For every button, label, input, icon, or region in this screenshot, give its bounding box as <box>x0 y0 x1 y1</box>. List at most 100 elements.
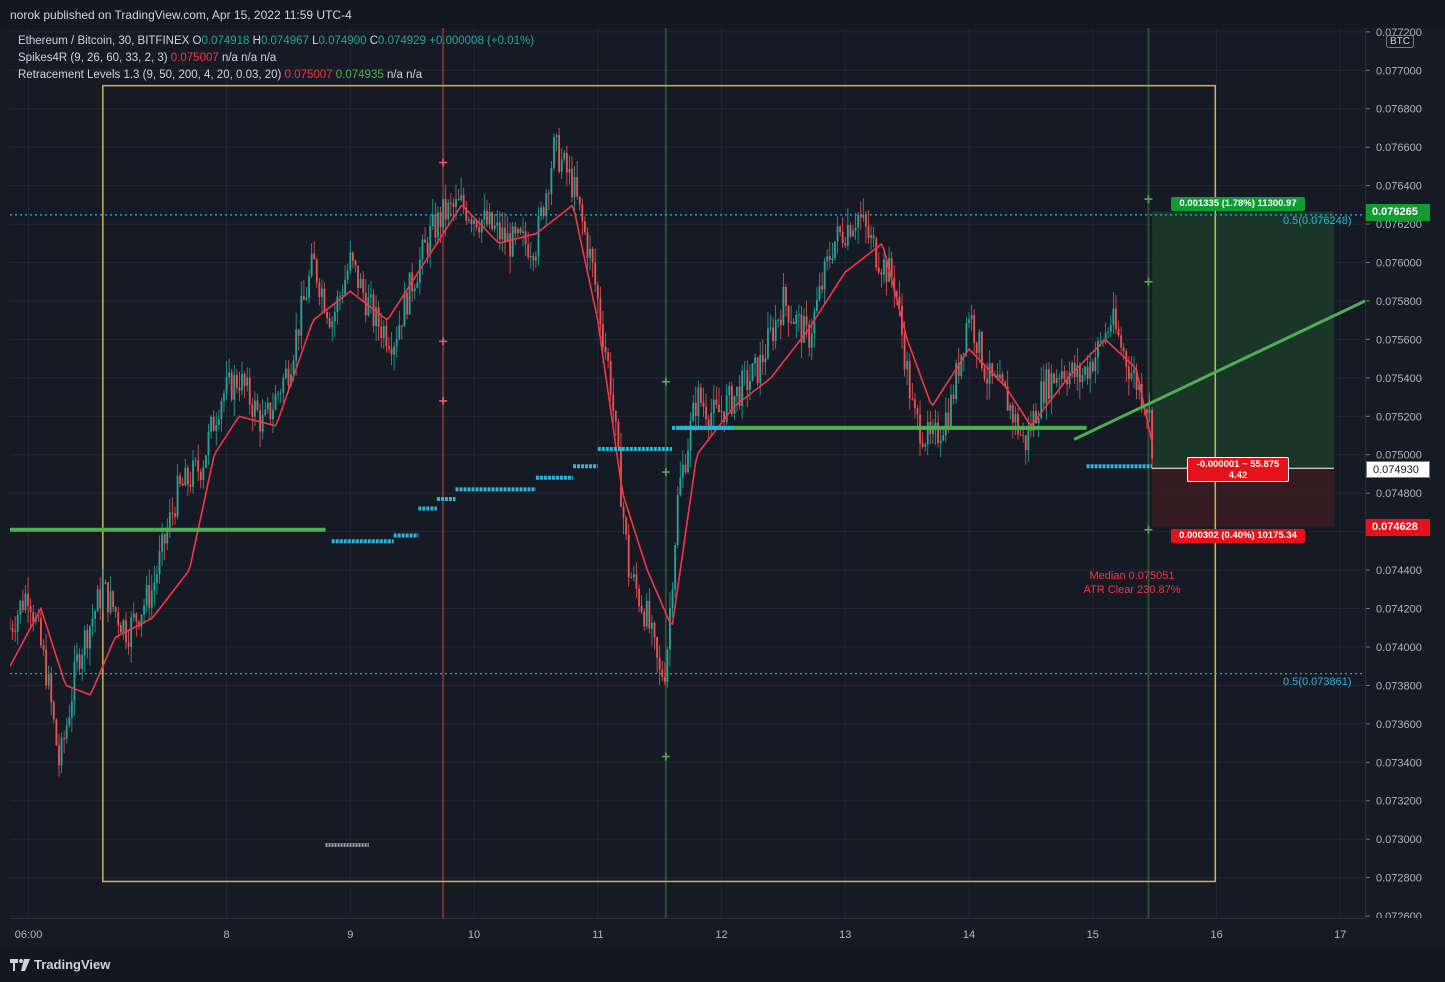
candle-body <box>475 219 478 228</box>
candle-body <box>627 534 630 578</box>
candle-body <box>220 401 223 419</box>
candle-body <box>305 297 308 300</box>
candle-body <box>202 467 205 480</box>
candle-body <box>684 464 687 473</box>
candle-body <box>875 238 878 268</box>
candle-body <box>571 169 573 198</box>
candle-body <box>292 360 295 375</box>
candle-body <box>736 386 738 397</box>
candle-body <box>400 325 403 327</box>
candle-body <box>274 394 277 410</box>
candle-body <box>792 321 795 325</box>
price-tick-label: 0.073200 <box>1376 796 1422 808</box>
candle-body <box>351 252 354 261</box>
price-tick-label: 0.075800 <box>1376 296 1422 308</box>
candle-body <box>163 534 166 544</box>
candle-body <box>787 306 790 323</box>
candle-body <box>1097 340 1099 358</box>
candle-body <box>978 331 981 354</box>
candle-body <box>470 219 473 224</box>
candle-body <box>975 342 978 354</box>
candle-body <box>150 590 153 608</box>
candle-body <box>233 374 236 400</box>
price-tick-label: 0.073600 <box>1376 719 1422 731</box>
candle-body <box>1133 369 1135 374</box>
candle-body <box>300 296 303 336</box>
candle-body <box>810 333 813 348</box>
candle-body <box>413 288 416 292</box>
candle-body <box>834 241 836 258</box>
candle-body <box>359 278 362 289</box>
candle-body <box>323 288 326 312</box>
candle-body <box>382 326 385 339</box>
retracement-name: Retracement Levels 1.3 (9, 50, 200, 4, 2… <box>18 69 282 81</box>
candle-body <box>1053 373 1055 383</box>
candle-body <box>733 396 736 415</box>
candle-body <box>465 207 468 221</box>
candle-body <box>632 574 635 578</box>
candle-body <box>537 216 540 257</box>
candle-body <box>256 400 259 411</box>
candle-body <box>336 296 339 312</box>
tradingview-logo[interactable]: TradingView <box>10 957 110 972</box>
price-chart[interactable] <box>10 28 1365 918</box>
candle-body <box>723 411 726 422</box>
candle-body <box>849 225 852 237</box>
candle-body <box>339 295 341 297</box>
entry-label-line2: 4.42 <box>1228 470 1248 481</box>
candle-body <box>532 255 535 261</box>
candle-body <box>11 628 14 632</box>
candle-body <box>864 214 867 227</box>
time-tick-label: 10 <box>468 929 480 941</box>
candle-body <box>318 282 321 298</box>
candle-body <box>478 227 481 233</box>
price-tick-label: 0.073000 <box>1376 834 1422 846</box>
candle-body <box>955 362 958 399</box>
candle-body <box>498 222 501 240</box>
high-value: 0.074967 <box>260 35 309 47</box>
candle-body <box>769 327 772 329</box>
candle-body <box>1086 366 1089 379</box>
candle-body <box>816 299 818 311</box>
candle-body <box>297 329 300 336</box>
header-bar: norok published on TradingView.com, Apr … <box>0 0 1445 28</box>
time-axis[interactable]: 06:00 8 9 10 11 12 13 14 15 16 17 <box>10 918 1365 949</box>
candle-body <box>117 611 120 626</box>
candle-body <box>906 361 909 370</box>
candle-body <box>186 467 189 485</box>
candle-body <box>254 400 256 417</box>
ma-line <box>10 204 1153 696</box>
spike-marker <box>661 468 670 477</box>
time-tick-label: 13 <box>839 929 851 941</box>
candle-body <box>1037 418 1040 424</box>
candle-body <box>403 293 406 327</box>
candle-body <box>207 431 210 456</box>
candle-body <box>321 288 323 298</box>
candle-body <box>284 368 287 378</box>
candle-body <box>573 177 576 198</box>
candle-body <box>622 506 625 518</box>
candle-body <box>192 460 194 487</box>
candle-body <box>310 253 313 276</box>
candle-body <box>999 374 1001 379</box>
candle-body <box>669 608 671 650</box>
candle-body <box>852 230 854 237</box>
candle-body <box>1055 377 1058 383</box>
candle-body <box>808 324 811 348</box>
chart-area[interactable] <box>10 28 1365 918</box>
candle-body <box>367 297 370 316</box>
candle-body <box>697 387 700 417</box>
spikes-value: 0.075007 <box>170 52 219 64</box>
candle-body <box>689 420 692 451</box>
candle-body <box>890 257 893 278</box>
price-tick-label: 0.076000 <box>1376 258 1422 270</box>
candle-body <box>86 630 89 649</box>
candle-body <box>991 363 994 376</box>
candle-body <box>1009 404 1012 411</box>
candle-body <box>1135 369 1138 390</box>
candle-body <box>145 584 148 606</box>
candle-body <box>308 275 310 298</box>
candle-body <box>76 654 78 662</box>
candle-body <box>156 574 158 583</box>
candle-body <box>272 409 274 420</box>
